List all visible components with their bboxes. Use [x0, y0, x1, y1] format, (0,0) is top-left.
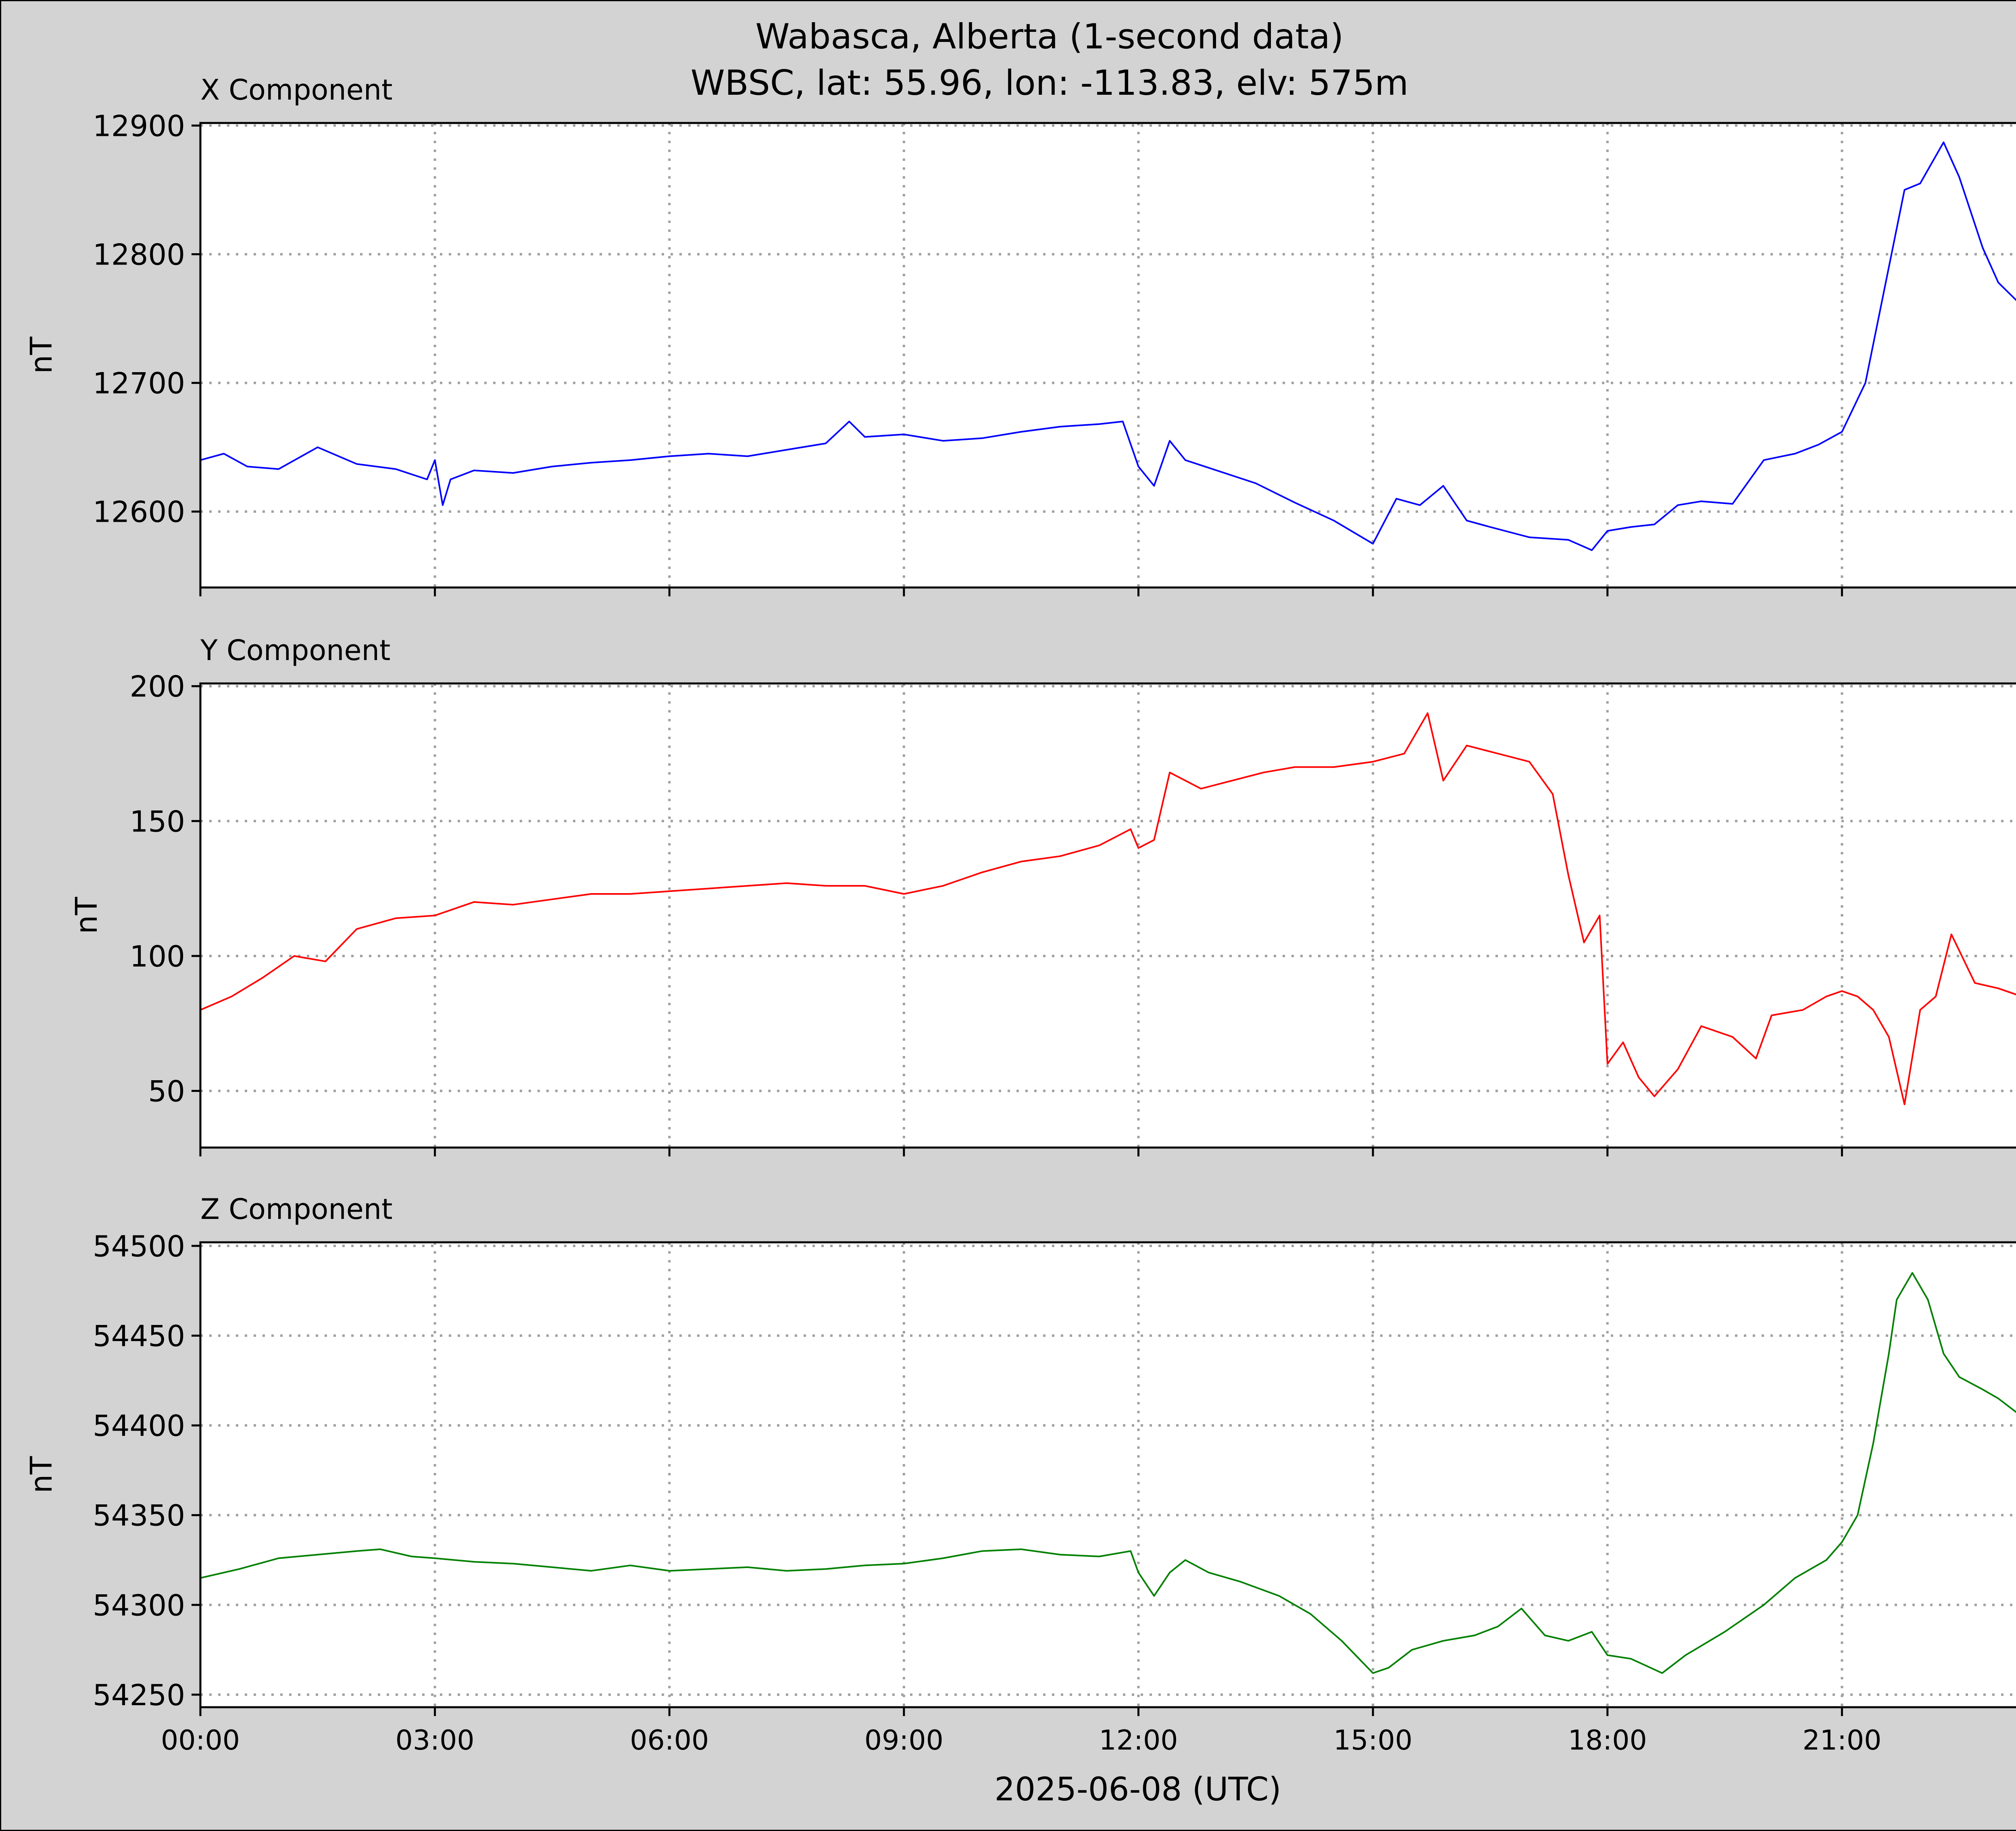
z-y-tick-label: 54350 — [93, 1499, 185, 1533]
x-y-tick-label: 12900 — [93, 109, 185, 143]
x-y-tick-label: 12600 — [93, 495, 185, 529]
y-y-tick-label: 50 — [148, 1074, 185, 1108]
x-y-axis-label: nT — [24, 336, 59, 374]
x-tick-label: 21:00 — [1802, 1725, 1881, 1756]
z-y-tick-label: 54450 — [93, 1319, 185, 1353]
z-component-panel: 00:00 03:00 06:00 09:00 12:00 15:00 18:00 21:00… — [24, 1193, 2016, 1756]
y-y-tick-label: 150 — [130, 804, 185, 838]
z-y-tick-label: 54300 — [93, 1588, 185, 1622]
x-tick-label: 03:00 — [396, 1725, 475, 1756]
y-plot-area — [200, 683, 2016, 1148]
z-plot-frame — [199, 1241, 2016, 1708]
z-plot-area — [200, 1242, 2016, 1707]
y-component-panel: 50 100 150 200 Y Component nT — [69, 634, 2016, 1156]
x-tick-label: 00:00 — [161, 1725, 240, 1756]
x-axis-label: 2025-06-08 (UTC) — [994, 1771, 1281, 1808]
y-y-tick-label: 200 — [130, 670, 185, 704]
y-y-tick-label: 100 — [130, 939, 185, 973]
z-y-tick-label: 54500 — [93, 1229, 185, 1263]
z-y-axis-label: nT — [24, 1456, 59, 1494]
figure-title-line1: Wabasca, Alberta (1-second data) — [756, 17, 1344, 57]
y-panel-title: Y Component — [200, 634, 390, 667]
z-component-series-line — [200, 1272, 2016, 1674]
x-y-tick-label: 12700 — [93, 367, 185, 400]
x-y-tick-label: 12800 — [93, 237, 185, 271]
x-plot-area — [200, 123, 2016, 587]
z-panel-title: Z Component — [200, 1193, 393, 1226]
x-tick-label: 18:00 — [1568, 1725, 1647, 1756]
z-y-tick-label: 54250 — [93, 1678, 185, 1712]
x-tick-label: 09:00 — [864, 1725, 943, 1756]
x-tick-label: 12:00 — [1099, 1725, 1178, 1756]
x-tick-label: 06:00 — [630, 1725, 709, 1756]
x-tick-label: 15:00 — [1333, 1725, 1412, 1756]
figure-title-line2: WBSC, lat: 55.96, lon: -113.83, elv: 575… — [691, 63, 1409, 103]
x-component-panel: 12600 12700 12800 12900 X Component nT — [24, 73, 2016, 596]
x-component-series-line — [200, 141, 2016, 551]
y-y-axis-label: nT — [69, 897, 104, 934]
z-y-tick-label: 54400 — [93, 1409, 185, 1443]
x-panel-title: X Component — [200, 73, 393, 106]
y-plot-frame — [199, 682, 2016, 1149]
x-plot-frame — [199, 122, 2016, 589]
y-component-series-line — [200, 712, 2016, 1105]
